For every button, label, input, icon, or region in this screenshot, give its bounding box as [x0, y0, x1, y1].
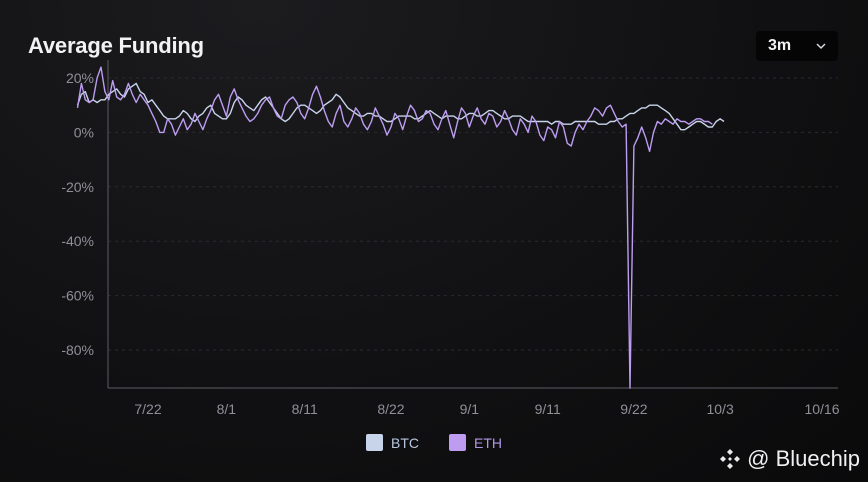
- brand-watermark: @ Bluechip: [717, 446, 860, 472]
- funding-chart: 20% 0% -20% -40% -60% -80% 7/22 8/1 8/11 8/22 9/1…: [61, 60, 840, 417]
- x-tick-label: 8/22: [377, 401, 404, 417]
- x-tick-label: 9/1: [460, 401, 480, 417]
- y-tick-label: -80%: [61, 342, 94, 358]
- time-range-value: 3m: [768, 37, 792, 54]
- y-tick-label: -40%: [61, 233, 94, 249]
- x-axis-ticks: 7/22 8/1 8/11 8/22 9/1 9/11 9/22 10/3 10/16: [134, 401, 839, 417]
- y-tick-label: -20%: [61, 179, 94, 195]
- y-tick-label: 0%: [74, 124, 94, 140]
- grid-lines: [108, 77, 838, 351]
- axes: [107, 60, 838, 389]
- legend: BTC ETH: [0, 434, 868, 451]
- legend-label-eth: ETH: [474, 434, 502, 451]
- x-tick-label: 8/1: [217, 401, 237, 417]
- x-tick-label: 10/3: [706, 401, 733, 417]
- legend-item-eth[interactable]: ETH: [449, 434, 502, 451]
- y-tick-label: 20%: [66, 70, 94, 86]
- time-range-dropdown[interactable]: 3m: [756, 31, 838, 61]
- y-tick-label: -60%: [61, 288, 94, 304]
- legend-label-btc: BTC: [391, 434, 419, 451]
- x-tick-label: 9/22: [620, 401, 647, 417]
- legend-swatch-eth: [449, 434, 466, 451]
- x-tick-label: 9/11: [535, 401, 561, 417]
- chevron-down-icon: [816, 41, 826, 51]
- series-lines: [76, 66, 725, 389]
- x-tick-label: 7/22: [134, 401, 161, 417]
- binance-logo-icon: [717, 446, 743, 472]
- watermark-text: @ Bluechip: [747, 446, 860, 471]
- y-axis-ticks: 20% 0% -20% -40% -60% -80%: [61, 70, 94, 358]
- legend-item-btc[interactable]: BTC: [366, 434, 419, 451]
- series-line-btc: [76, 82, 725, 131]
- x-tick-label: 10/16: [804, 401, 839, 417]
- series-line-eth: [76, 66, 713, 389]
- x-tick-label: 8/11: [292, 401, 318, 417]
- chart-title: Average Funding: [28, 33, 204, 58]
- legend-swatch-btc: [366, 434, 383, 451]
